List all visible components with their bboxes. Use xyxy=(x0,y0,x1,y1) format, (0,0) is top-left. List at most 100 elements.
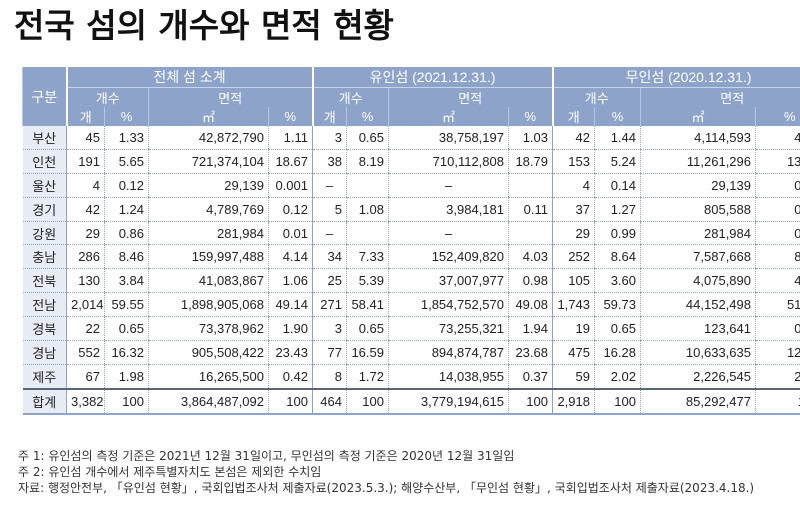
value-cell: 4,075,890 xyxy=(640,268,756,294)
value-cell: – xyxy=(388,221,509,246)
value-cell: 16.28 xyxy=(594,340,641,365)
value-cell: 0.12 xyxy=(268,197,313,222)
total-row: 합계 3,382 100 3,864,487,092 100 464 100 3,779,19… xyxy=(22,387,800,415)
table-row: 전남 2,014 59.55 1,898,905,068 49.14 271 58.41 1,… xyxy=(22,292,800,318)
value-cell: 4.78 xyxy=(755,268,800,294)
value-cell: 100 xyxy=(508,387,553,415)
value-cell: 11,261,296 xyxy=(640,149,756,174)
value-cell: 5.24 xyxy=(594,149,641,174)
value-cell: 475 xyxy=(552,340,595,365)
value-cell: 1,743 xyxy=(552,292,595,318)
value-cell: 286 xyxy=(66,244,105,270)
value-cell: 14,038,955 xyxy=(388,364,509,390)
value-cell: 1.94 xyxy=(508,316,553,342)
region-cell: 인천 xyxy=(22,149,67,174)
value-cell: 5.39 xyxy=(346,268,389,294)
value-cell: 3.60 xyxy=(594,268,641,294)
value-cell: 153 xyxy=(552,149,595,174)
region-cell: 경남 xyxy=(22,340,67,365)
unit-pct: % xyxy=(346,107,389,126)
value-cell: 3,984,181 xyxy=(388,197,509,222)
unit-count: 개 xyxy=(311,107,347,126)
value-cell: 29,139 xyxy=(640,173,756,198)
value-cell: – xyxy=(312,173,347,198)
value-cell: 38,758,197 xyxy=(388,126,509,150)
region-cell: 강원 xyxy=(22,221,67,246)
value-cell: 1.08 xyxy=(346,197,389,222)
value-cell: 59.73 xyxy=(594,292,641,318)
unit-pct: % xyxy=(508,107,553,126)
value-cell: 2.02 xyxy=(594,364,641,390)
value-cell: 1.27 xyxy=(594,197,641,222)
value-cell: 1.44 xyxy=(594,126,641,150)
value-cell: 0.65 xyxy=(346,316,389,342)
value-cell xyxy=(346,221,389,246)
value-cell: 2,014 xyxy=(66,292,105,318)
value-cell xyxy=(346,173,389,198)
value-cell: 41,083,867 xyxy=(148,268,269,294)
value-cell: 0.14 xyxy=(594,173,641,198)
table-row: 인천 191 5.65 721,374,104 18.67 38 8.19 710,112,8… xyxy=(22,149,800,174)
unit-pct: % xyxy=(755,107,800,126)
value-cell: 85,292,477 xyxy=(640,387,756,415)
value-cell: 1.72 xyxy=(346,364,389,390)
count-header: 개수 xyxy=(311,87,389,107)
value-cell: 1,898,905,068 xyxy=(148,292,269,318)
table-row: 경북 22 0.65 73,378,962 1.90 3 0.65 73,255,321 1.9… xyxy=(22,316,800,342)
unit-count: 개 xyxy=(65,107,105,126)
count-header: 개수 xyxy=(551,87,641,107)
value-cell: 100 xyxy=(594,387,641,415)
value-cell: 1.11 xyxy=(268,126,313,150)
value-cell: 4,114,593 xyxy=(640,126,756,150)
value-cell: 1.33 xyxy=(104,126,149,150)
value-cell: 5.65 xyxy=(104,149,149,174)
value-cell: 23.43 xyxy=(268,340,313,365)
value-cell xyxy=(508,173,553,198)
value-cell: 16,265,500 xyxy=(148,364,269,390)
region-cell: 제주 xyxy=(22,364,67,390)
value-cell: 4 xyxy=(66,173,105,198)
value-cell: 0.65 xyxy=(104,316,149,342)
value-cell: 49.14 xyxy=(268,292,313,318)
region-cell: 부산 xyxy=(22,126,67,150)
value-cell: 191 xyxy=(66,149,105,174)
value-cell: 22 xyxy=(66,316,105,342)
value-cell: 252 xyxy=(552,244,595,270)
table-row: 충남 286 8.46 159,997,488 4.14 34 7.33 152,409,82… xyxy=(22,244,800,270)
value-cell: 29 xyxy=(552,221,595,246)
area-header: 면적 xyxy=(640,87,800,107)
value-cell: 73,255,321 xyxy=(388,316,509,342)
value-cell: 38 xyxy=(312,149,347,174)
value-cell: 19 xyxy=(552,316,595,342)
footnote-1: 주 1: 유인섬의 측정 기준은 2021년 12월 31일이고, 무인섬의 측… xyxy=(18,449,515,463)
group-header-total: 전체 섬 소계 xyxy=(65,67,313,88)
unit-pct: % xyxy=(104,107,149,126)
region-cell: 경북 xyxy=(22,316,67,342)
value-cell: 59 xyxy=(552,364,595,390)
value-cell: 8.64 xyxy=(594,244,641,270)
value-cell: 3 xyxy=(312,316,347,342)
value-cell: 0.37 xyxy=(508,364,553,390)
value-cell: 42 xyxy=(66,197,105,222)
value-cell: 10,633,635 xyxy=(640,340,756,365)
value-cell: 29 xyxy=(66,221,105,246)
region-cell: 충남 xyxy=(22,244,67,270)
value-cell: 2,918 xyxy=(552,387,595,415)
page-title: 전국 섬의 개수와 면적 현황 xyxy=(14,6,394,45)
value-cell: 552 xyxy=(66,340,105,365)
table-row: 경기 42 1.24 4,789,769 0.12 5 1.08 3,984,181 0.11 3… xyxy=(22,197,800,222)
value-cell: 0.86 xyxy=(104,221,149,246)
table-row: 전북 130 3.84 41,083,867 1.06 25 5.39 37,007,977 0… xyxy=(22,268,800,294)
value-cell: 58.41 xyxy=(346,292,389,318)
value-cell: 4.14 xyxy=(268,244,313,270)
value-cell: 0.12 xyxy=(104,173,149,198)
value-cell: 73,378,962 xyxy=(148,316,269,342)
value-cell: 0.11 xyxy=(508,197,553,222)
value-cell: 100 xyxy=(346,387,389,415)
value-cell: 12.47 xyxy=(755,340,800,365)
value-cell: 4,789,769 xyxy=(148,197,269,222)
value-cell: 100 xyxy=(104,387,149,415)
area-header: 면적 xyxy=(148,87,313,107)
